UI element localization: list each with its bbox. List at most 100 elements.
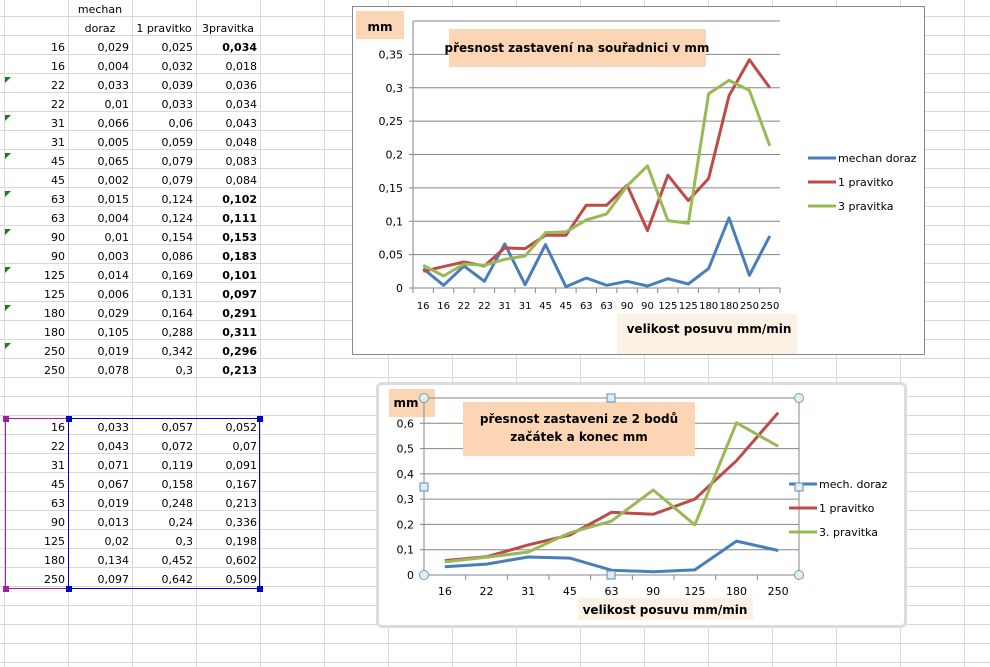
cell-mechan-doraz[interactable]: 0,006 (97, 288, 130, 301)
cell-feed-rate[interactable]: 125 (44, 269, 65, 282)
cell-3pravitka[interactable]: 0,291 (222, 307, 257, 320)
cell-feed-rate[interactable]: 180 (44, 554, 65, 567)
cell-1-pravitko[interactable]: 0,169 (161, 269, 194, 282)
cell-1-pravitko[interactable]: 0,072 (161, 440, 194, 453)
cell-mech-doraz[interactable]: 0,067 (97, 478, 130, 491)
cell-feed-rate[interactable]: 125 (44, 288, 65, 301)
cell-1-pravitko[interactable]: 0,158 (161, 478, 194, 491)
range-selection-x[interactable] (5, 418, 69, 589)
cell-3pravitka[interactable]: 0,111 (222, 212, 257, 225)
cell-mechan-doraz[interactable]: 0,066 (97, 117, 130, 130)
cell-feed-rate[interactable]: 250 (44, 573, 65, 586)
cell-3-pravitka[interactable]: 0,213 (225, 497, 258, 510)
selection-handle[interactable] (257, 416, 263, 422)
cell-1-pravitko[interactable]: 0,039 (161, 79, 194, 92)
cell-1-pravitko[interactable]: 0,3 (175, 535, 194, 548)
cell-feed-rate[interactable]: 45 (51, 155, 65, 168)
cell-3pravitka[interactable]: 0,183 (222, 250, 257, 263)
error-indicator-icon[interactable] (5, 115, 11, 121)
cell-mechan-doraz[interactable]: 0,029 (97, 307, 130, 320)
chart-1[interactable]: mm 0 0,05 0,1 0,15 0,2 0,25 0,3 0,35 16 16 22 22 31 31… (352, 6, 925, 355)
cell-mechan-doraz[interactable]: 0,014 (97, 269, 130, 282)
cell-3-pravitka[interactable]: 0,336 (225, 516, 258, 529)
header-3pravitka[interactable]: 3pravitka (201, 22, 255, 35)
cell-feed-rate[interactable]: 180 (44, 326, 65, 339)
cell-feed-rate[interactable]: 16 (51, 60, 65, 73)
cell-3pravitka[interactable]: 0,213 (222, 364, 257, 377)
cell-3-pravitka[interactable]: 0,509 (225, 573, 258, 586)
error-indicator-icon[interactable] (5, 77, 11, 83)
cell-1-pravitko[interactable]: 0,086 (161, 250, 194, 263)
cell-feed-rate[interactable]: 22 (51, 98, 65, 111)
cell-3-pravitka[interactable]: 0,07 (232, 440, 258, 453)
cell-mechan-doraz[interactable]: 0,004 (97, 212, 130, 225)
cell-3pravitka[interactable]: 0,097 (222, 288, 257, 301)
cell-3-pravitka[interactable]: 0,198 (225, 535, 258, 548)
cell-3pravitka[interactable]: 0,048 (225, 136, 258, 149)
error-indicator-icon[interactable] (5, 229, 11, 235)
cell-mechan-doraz[interactable]: 0,019 (97, 345, 130, 358)
cell-feed-rate[interactable]: 16 (51, 421, 65, 434)
cell-1-pravitko[interactable]: 0,342 (161, 345, 194, 358)
cell-feed-rate[interactable]: 16 (51, 41, 65, 54)
selection-handle[interactable] (3, 416, 9, 422)
cell-feed-rate[interactable]: 31 (51, 459, 65, 472)
range-selection-values[interactable] (68, 418, 260, 589)
cell-3-pravitka[interactable]: 0,602 (225, 554, 258, 567)
cell-feed-rate[interactable]: 63 (51, 212, 65, 225)
cell-mech-doraz[interactable]: 0,134 (97, 554, 130, 567)
cell-feed-rate[interactable]: 63 (51, 193, 65, 206)
cell-feed-rate[interactable]: 90 (51, 516, 65, 529)
cell-mechan-doraz[interactable]: 0,033 (97, 79, 130, 92)
cell-1-pravitko[interactable]: 0,642 (161, 573, 194, 586)
error-indicator-icon[interactable] (5, 343, 11, 349)
cell-feed-rate[interactable]: 250 (44, 364, 65, 377)
cell-3pravitka[interactable]: 0,102 (222, 193, 257, 206)
cell-mechan-doraz[interactable]: 0,01 (104, 231, 130, 244)
cell-3pravitka[interactable]: 0,101 (222, 269, 257, 282)
cell-mech-doraz[interactable]: 0,013 (97, 516, 130, 529)
cell-3pravitka[interactable]: 0,018 (225, 60, 258, 73)
cell-3pravitka[interactable]: 0,084 (225, 174, 258, 187)
cell-3-pravitka[interactable]: 0,167 (225, 478, 258, 491)
error-indicator-icon[interactable] (5, 305, 11, 311)
cell-1-pravitko[interactable]: 0,131 (161, 288, 194, 301)
cell-mechan-doraz[interactable]: 0,005 (97, 136, 130, 149)
cell-1-pravitko[interactable]: 0,248 (161, 497, 194, 510)
cell-mechan-doraz[interactable]: 0,078 (97, 364, 130, 377)
cell-mechan-doraz[interactable]: 0,002 (97, 174, 130, 187)
header-mechan[interactable]: mechan (77, 3, 123, 16)
cell-mechan-doraz[interactable]: 0,01 (104, 98, 130, 111)
cell-1-pravitko[interactable]: 0,025 (161, 41, 194, 54)
cell-feed-rate[interactable]: 31 (51, 117, 65, 130)
error-indicator-icon[interactable] (5, 191, 11, 197)
cell-feed-rate[interactable]: 125 (44, 535, 65, 548)
cell-1-pravitko[interactable]: 0,033 (161, 98, 194, 111)
cell-mechan-doraz[interactable]: 0,065 (97, 155, 130, 168)
cell-feed-rate[interactable]: 45 (51, 174, 65, 187)
cell-feed-rate[interactable]: 22 (51, 440, 65, 453)
cell-feed-rate[interactable]: 90 (51, 250, 65, 263)
cell-3pravitka[interactable]: 0,034 (222, 41, 257, 54)
cell-1-pravitko[interactable]: 0,119 (161, 459, 194, 472)
cell-1-pravitko[interactable]: 0,057 (161, 421, 194, 434)
cell-mech-doraz[interactable]: 0,071 (97, 459, 130, 472)
cell-1-pravitko[interactable]: 0,124 (161, 193, 194, 206)
cell-3-pravitka[interactable]: 0,052 (225, 421, 258, 434)
cell-feed-rate[interactable]: 90 (51, 231, 65, 244)
cell-1-pravitko[interactable]: 0,079 (161, 155, 194, 168)
cell-mechan-doraz[interactable]: 0,029 (97, 41, 130, 54)
cell-mechan-doraz[interactable]: 0,015 (97, 193, 130, 206)
cell-mech-doraz[interactable]: 0,097 (97, 573, 130, 586)
cell-feed-rate[interactable]: 22 (51, 79, 65, 92)
cell-3pravitka[interactable]: 0,083 (225, 155, 258, 168)
cell-1-pravitko[interactable]: 0,154 (161, 231, 194, 244)
cell-mechan-doraz[interactable]: 0,003 (97, 250, 130, 263)
cell-1-pravitko[interactable]: 0,079 (161, 174, 194, 187)
cell-feed-rate[interactable]: 45 (51, 478, 65, 491)
cell-1-pravitko[interactable]: 0,164 (161, 307, 194, 320)
cell-feed-rate[interactable]: 180 (44, 307, 65, 320)
cell-mech-doraz[interactable]: 0,043 (97, 440, 130, 453)
cell-1-pravitko[interactable]: 0,032 (161, 60, 194, 73)
cell-mech-doraz[interactable]: 0,02 (104, 535, 130, 548)
